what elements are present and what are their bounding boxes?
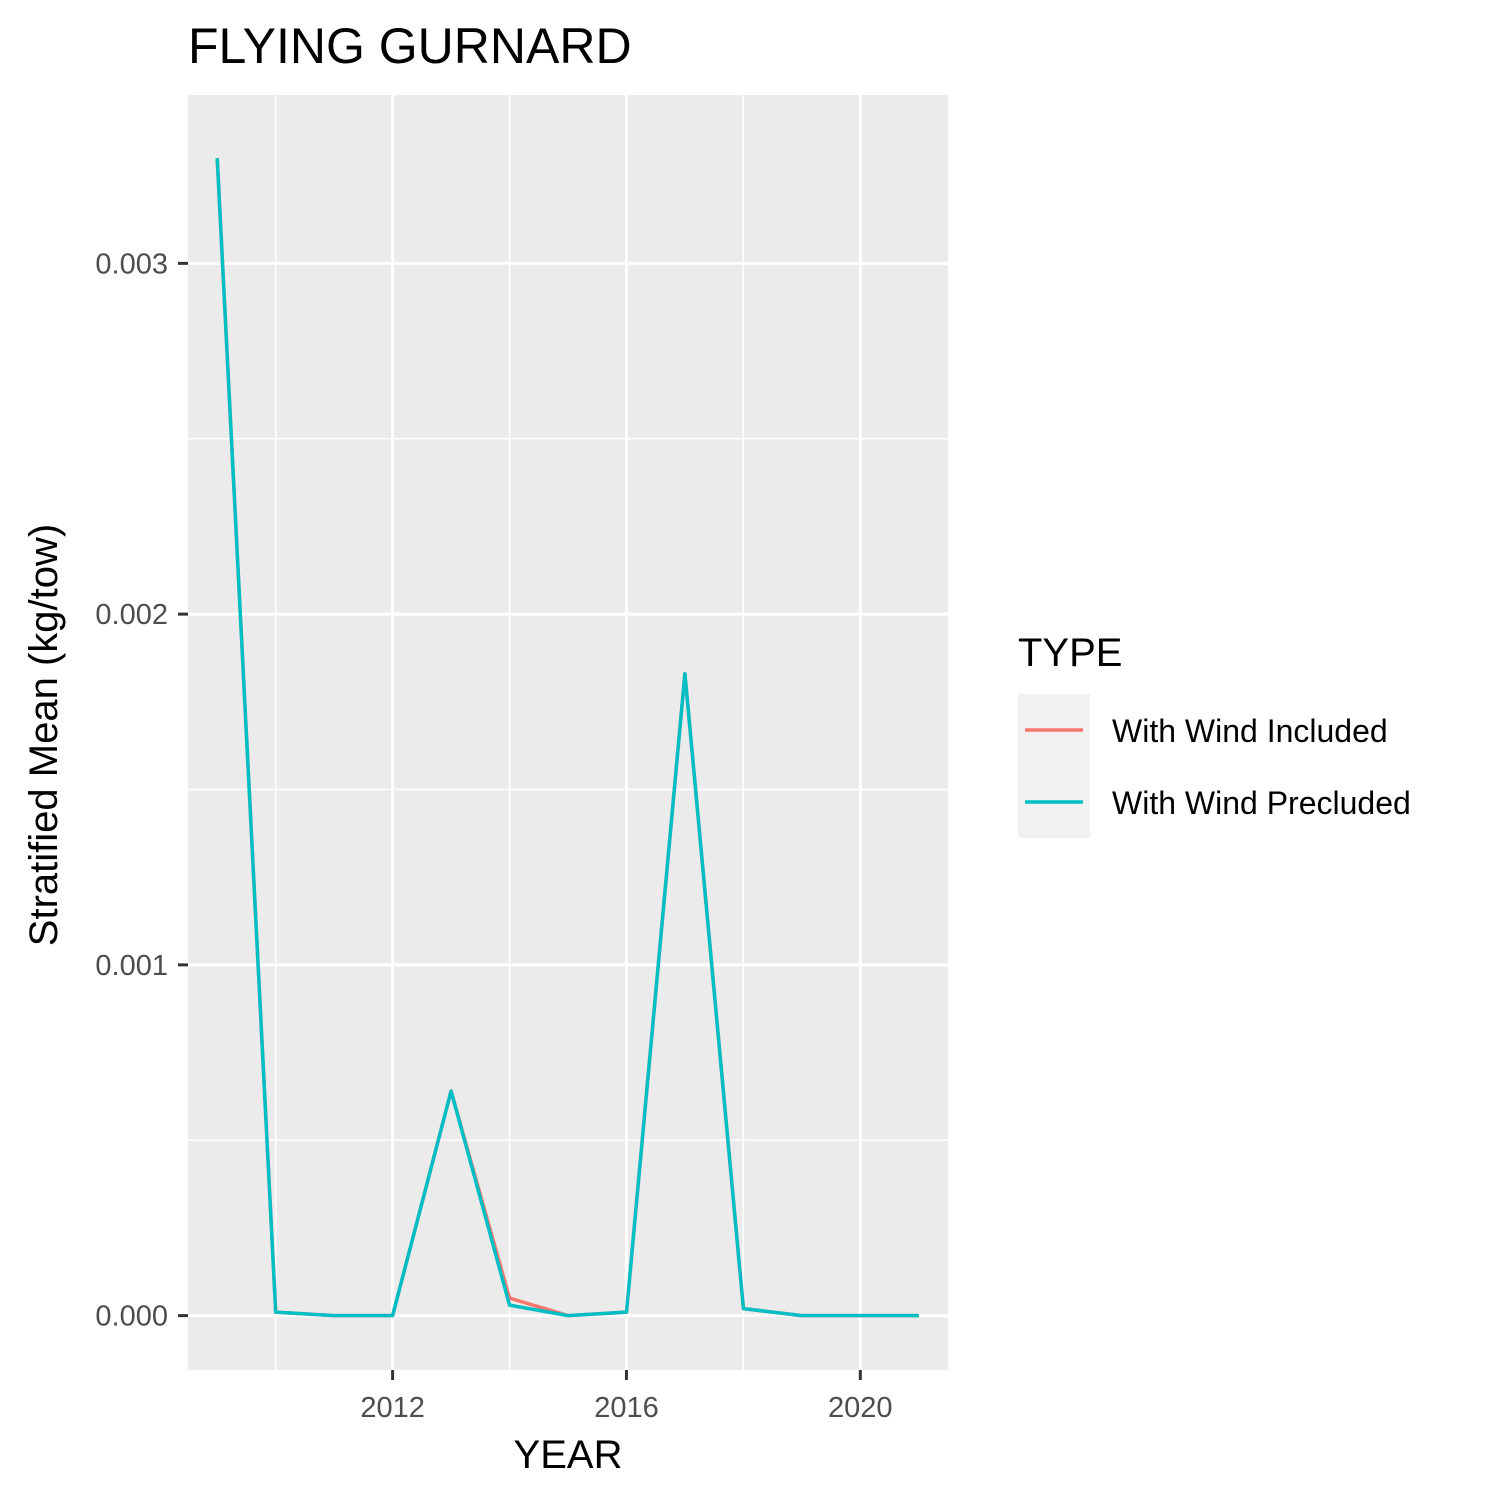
legend-title: TYPE [1018, 631, 1122, 675]
x-axis-title: YEAR [514, 1433, 623, 1477]
plot-panel [188, 95, 948, 1370]
legend-key-background [1018, 694, 1090, 838]
y-tick-label: 0.001 [95, 950, 168, 982]
y-tick-label: 0.000 [95, 1301, 168, 1333]
series-line-with-wind-precluded [215, 158, 919, 1318]
legend-label-with-wind-precluded: With Wind Precluded [1112, 785, 1411, 821]
y-axis-title: Stratified Mean (kg/tow) [22, 524, 66, 946]
y-tick-label: 0.003 [95, 248, 168, 280]
minor-gridlines [188, 95, 948, 1370]
x-axis: 2012 2016 2020 [360, 1370, 893, 1424]
x-tick-label: 2020 [828, 1392, 893, 1424]
legend-label-with-wind-included: With Wind Included [1112, 713, 1388, 749]
series-lines [215, 158, 919, 1318]
chart-title: FLYING GURNARD [188, 18, 632, 74]
x-tick-label: 2016 [594, 1392, 659, 1424]
y-axis: 0.000 0.001 0.002 0.003 [95, 248, 188, 1333]
x-tick-label: 2012 [360, 1392, 425, 1424]
y-tick-label: 0.002 [95, 599, 168, 631]
legend: TYPE With Wind Included With Wind Preclu… [1018, 631, 1411, 838]
